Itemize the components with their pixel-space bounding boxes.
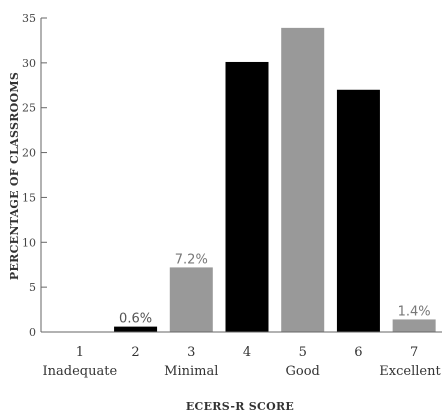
bars-group: 0.6% 7.2% 30.1% 33.9% 27.0% 1.4% [114,13,436,333]
x-sublabel-good: Good [286,364,320,379]
bar-score-2 [114,326,158,332]
y-tick-label: 15 [22,191,36,204]
bar-score-4 [225,61,269,333]
x-tick-label: 5 [299,345,307,360]
x-axis: 1 Inadequate 2 3 Minimal 4 5 Good 6 7 Excellent [41,331,442,379]
y-tick-label: 0 [29,326,36,339]
y-axis: 0 5 10 15 20 25 30 35 [22,12,47,339]
y-axis-title: PERCENTAGE OF CLASSROOMS [8,72,21,280]
x-sublabel-inadequate: Inadequate [43,364,118,379]
data-label-score-3: 7.2% [175,252,208,267]
x-tick-label: 3 [187,345,195,360]
x-tick-label: 6 [354,345,362,360]
data-label-score-6: 27.0% [338,75,379,90]
data-label-score-2: 0.6% [119,312,152,327]
y-tick-label: 25 [22,102,36,115]
y-tick-label: 30 [22,57,36,70]
bar-score-5 [281,27,325,333]
y-tick-label: 35 [22,12,36,25]
bar-score-3 [169,267,213,332]
y-tick-label: 10 [22,236,36,249]
bar-score-7 [392,319,436,332]
x-axis-title: ECERS-R SCORE [186,400,294,413]
data-label-score-5: 33.9% [282,13,323,28]
x-tick-label: 7 [410,345,418,360]
y-tick-label: 5 [29,281,36,294]
x-tick-label: 2 [131,345,139,360]
data-label-score-4: 30.1% [226,47,267,62]
x-sublabel-excellent: Excellent [379,364,441,379]
x-tick-label: 4 [243,345,251,360]
y-tick-label: 20 [22,147,36,160]
data-label-score-7: 1.4% [398,304,431,319]
bar-score-6 [336,89,380,333]
x-sublabel-minimal: Minimal [164,364,218,379]
x-tick-label: 1 [76,345,84,360]
